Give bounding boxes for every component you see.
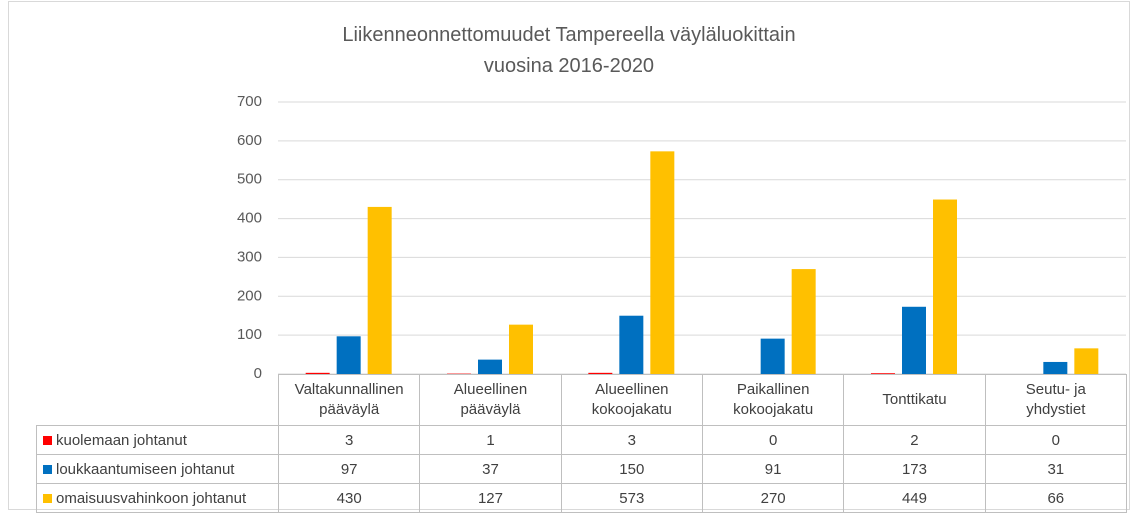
data-label: 31 <box>984 454 1127 484</box>
x-tick-label: Tonttikatu <box>843 374 986 426</box>
y-tick-label: 400 <box>237 210 262 227</box>
x-tick-label: Paikallinen kokoojakatu <box>701 374 845 426</box>
legend-label: omaisuusvahinkoon johtanut <box>56 489 247 507</box>
data-label: 430 <box>277 483 421 513</box>
y-tick-label: 600 <box>237 132 262 149</box>
legend-key <box>43 435 52 445</box>
bar <box>902 306 926 374</box>
table-row: loukkaantumiseen johtanut 97 37 150 91 173 31 <box>36 454 1127 484</box>
y-tick-label: 500 <box>237 171 262 188</box>
data-label: 37 <box>419 454 562 484</box>
bar <box>933 199 957 374</box>
bar <box>588 372 613 374</box>
legend-key <box>43 464 52 474</box>
x-tick-label: Valtakunnallinen pääväylä <box>277 374 421 426</box>
bar <box>336 336 361 374</box>
legend-label: loukkaantumiseen johtanut <box>56 460 235 478</box>
x-tick-label: Seutu- ja yhdystiet <box>984 374 1127 426</box>
bar <box>1074 348 1099 374</box>
data-label: 150 <box>560 454 703 484</box>
data-label: 0 <box>984 425 1127 455</box>
x-tick-label: Alueellinen kokoojakatu <box>560 374 703 426</box>
bar <box>871 373 895 374</box>
y-tick-label: 0 <box>254 365 262 382</box>
data-table: Valtakunnallinen pääväylä Alueellinen pää… <box>36 374 1127 513</box>
bar <box>619 315 644 374</box>
data-label: 127 <box>419 483 562 513</box>
legend-key <box>43 493 52 503</box>
data-label: 270 <box>701 483 845 513</box>
y-tick-label: 100 <box>237 326 262 343</box>
data-label: 91 <box>701 454 845 484</box>
corner-cell <box>37 375 279 426</box>
data-label: 573 <box>560 483 703 513</box>
x-tick-label: Alueellinen pääväylä <box>419 374 562 426</box>
y-tick-label: 200 <box>237 287 262 304</box>
table-header-row: Valtakunnallinen pääväylä Alueellinen pää… <box>37 374 1127 426</box>
data-label: 66 <box>984 483 1127 513</box>
bar <box>1043 361 1068 374</box>
y-tick-label: 300 <box>237 248 262 265</box>
table-row: kuolemaan johtanut 3 1 3 0 2 0 <box>36 425 1127 455</box>
data-label: 449 <box>843 483 986 513</box>
data-label: 97 <box>277 454 421 484</box>
bar <box>367 206 392 374</box>
legend-entry: loukkaantumiseen johtanut <box>36 454 279 484</box>
table-row: omaisuusvahinkoon johtanut 430 127 573 270 44… <box>36 483 1127 513</box>
bar <box>791 269 816 374</box>
data-label: 3 <box>560 425 703 455</box>
bar <box>650 151 675 374</box>
bar <box>305 372 330 374</box>
legend-label: kuolemaan johtanut <box>56 431 187 449</box>
y-tick-label: 700 <box>237 93 262 110</box>
legend-entry: omaisuusvahinkoon johtanut <box>36 483 279 513</box>
bar <box>478 359 502 374</box>
data-label: 3 <box>277 425 421 455</box>
bar <box>509 324 533 374</box>
chart-title: Liikenneonnettomuudet Tampereella väyläl… <box>342 24 796 77</box>
data-label: 1 <box>419 425 562 455</box>
legend-entry: kuolemaan johtanut <box>36 425 279 455</box>
data-label: 0 <box>701 425 845 455</box>
data-label: 173 <box>843 454 986 484</box>
bar <box>760 338 785 374</box>
data-label: 2 <box>843 425 986 455</box>
